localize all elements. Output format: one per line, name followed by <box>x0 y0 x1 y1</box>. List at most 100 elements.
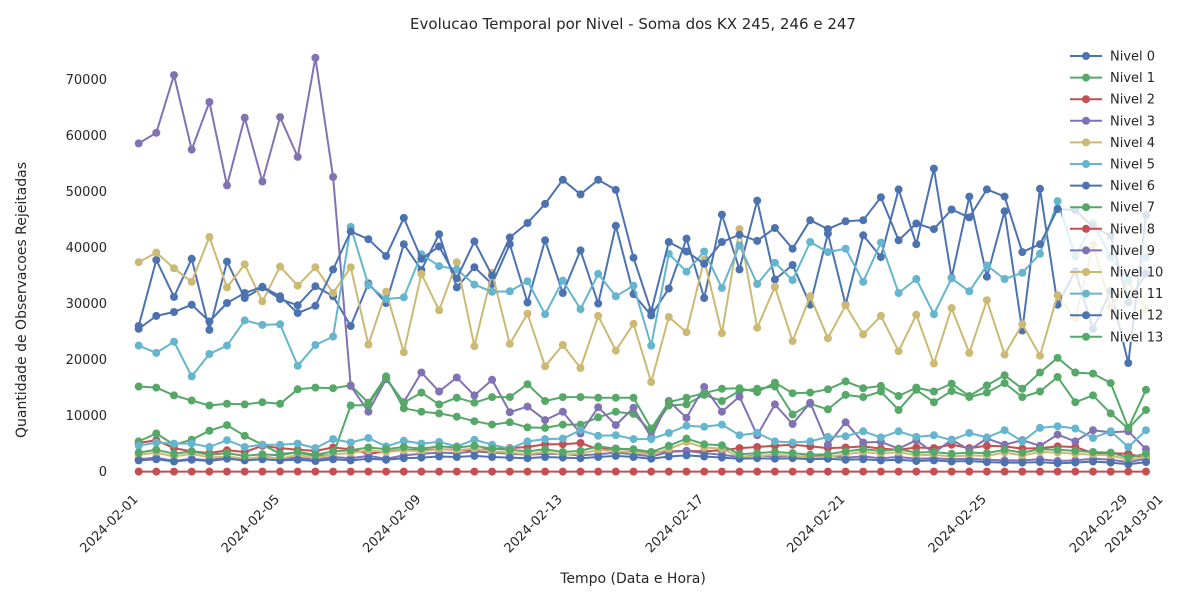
data-point <box>1142 467 1150 476</box>
data-point <box>1089 426 1097 435</box>
data-point <box>399 454 408 463</box>
data-point <box>1071 458 1080 467</box>
data-point <box>470 441 479 450</box>
data-point <box>293 448 302 456</box>
data-point <box>205 98 214 106</box>
data-point <box>823 450 832 459</box>
data-point <box>594 413 603 422</box>
data-point <box>311 282 320 291</box>
data-point <box>541 199 550 208</box>
data-point <box>1124 443 1133 451</box>
data-point <box>629 453 638 461</box>
data-point <box>382 252 391 260</box>
data-point <box>1071 467 1080 476</box>
data-point <box>240 451 249 460</box>
data-point <box>841 467 850 476</box>
data-point <box>205 426 214 435</box>
data-point <box>841 418 850 427</box>
series-line <box>138 56 1147 455</box>
data-point <box>859 216 868 225</box>
data-point <box>876 238 885 247</box>
data-point <box>470 417 479 426</box>
data-point <box>576 467 585 476</box>
data-point <box>187 300 196 309</box>
data-point <box>876 387 885 396</box>
data-point <box>947 304 956 313</box>
series-line <box>138 454 1147 466</box>
data-point <box>523 454 532 463</box>
data-point <box>576 426 585 435</box>
data-point <box>894 236 903 245</box>
legend-item: Nivel 6 <box>1070 179 1155 194</box>
data-point <box>523 219 532 227</box>
legend-marker <box>1082 224 1090 233</box>
data-point <box>346 467 355 476</box>
data-point <box>859 455 868 464</box>
data-point <box>1089 448 1097 456</box>
data-point <box>894 455 903 464</box>
data-point <box>452 453 461 461</box>
legend-marker <box>1082 95 1090 104</box>
data-point <box>505 233 514 242</box>
data-point <box>311 467 320 476</box>
data-point <box>417 269 426 278</box>
data-point <box>629 435 638 444</box>
data-point <box>594 403 603 412</box>
data-point <box>1000 371 1009 380</box>
data-point <box>982 388 991 397</box>
data-point <box>823 225 832 234</box>
data-point <box>982 441 991 450</box>
data-point <box>258 297 267 306</box>
data-point <box>435 262 444 271</box>
data-point <box>965 429 974 437</box>
data-point <box>859 438 868 447</box>
data-point <box>947 449 956 458</box>
data-point <box>258 320 267 329</box>
data-point <box>134 382 143 391</box>
data-point <box>134 139 143 148</box>
data-point <box>541 397 550 405</box>
data-point <box>700 440 709 449</box>
legend-marker <box>1082 181 1090 190</box>
data-point <box>505 467 514 476</box>
data-point <box>859 445 868 454</box>
data-point <box>170 449 178 458</box>
data-point <box>452 393 461 402</box>
data-point <box>558 341 567 349</box>
data-point <box>647 435 656 444</box>
data-point <box>1071 446 1080 455</box>
data-point <box>717 453 726 462</box>
data-point <box>523 437 532 446</box>
data-point <box>346 438 355 447</box>
data-point <box>1053 373 1062 381</box>
data-point <box>753 467 762 476</box>
data-point <box>346 227 355 236</box>
data-point <box>134 467 143 476</box>
data-point <box>611 467 620 476</box>
data-point <box>1106 379 1115 388</box>
data-point <box>947 436 956 445</box>
data-point <box>859 330 868 339</box>
legend-item: Nivel 5 <box>1070 158 1155 173</box>
series-line <box>138 228 1147 383</box>
data-point <box>629 467 638 476</box>
data-point <box>558 289 567 297</box>
legend-marker <box>1082 268 1090 276</box>
data-point <box>258 440 267 449</box>
data-point <box>735 384 744 393</box>
data-point <box>170 337 178 346</box>
data-point <box>1089 467 1097 476</box>
data-point <box>205 450 214 459</box>
series-line <box>138 200 1147 378</box>
data-point <box>770 448 779 456</box>
data-point <box>205 325 214 334</box>
data-point <box>223 454 231 463</box>
data-point <box>1142 385 1150 394</box>
data-point <box>611 431 620 440</box>
data-point <box>187 254 196 263</box>
data-point <box>170 71 178 80</box>
data-point <box>1036 368 1044 377</box>
data-point <box>929 431 938 440</box>
data-point <box>1106 427 1115 436</box>
legend-label: Nivel 9 <box>1110 244 1155 259</box>
